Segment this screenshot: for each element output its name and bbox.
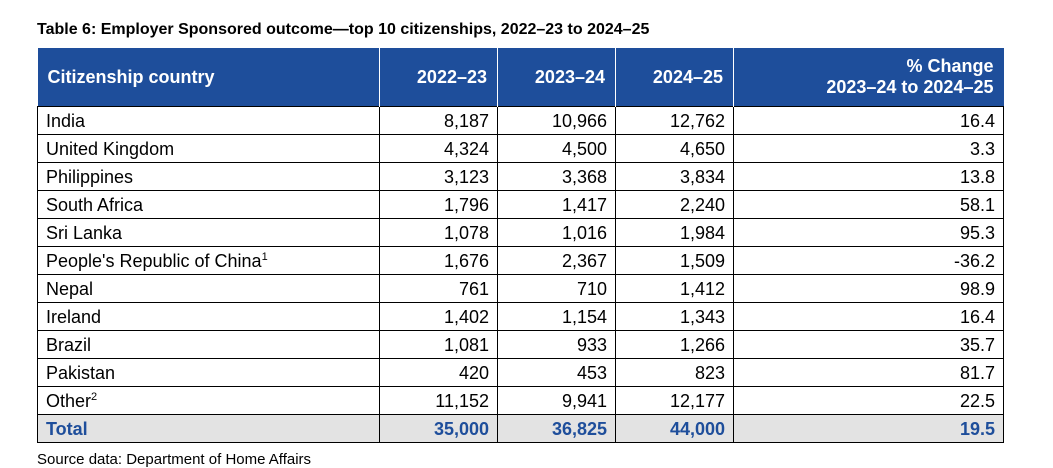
country-cell: Nepal bbox=[37, 274, 380, 303]
value-2023-24-cell: 10,966 bbox=[497, 106, 616, 135]
percent-change-cell: 58.1 bbox=[733, 190, 1004, 219]
percent-change-cell: 3.3 bbox=[733, 134, 1004, 163]
percent-change-cell: 16.4 bbox=[733, 302, 1004, 331]
country-name: United Kingdom bbox=[46, 138, 175, 159]
country-name: Philippines bbox=[46, 166, 134, 187]
value-2024-25-cell: 1,266 bbox=[615, 330, 734, 359]
value-2024-25-cell: 1,509 bbox=[615, 246, 734, 275]
footnote-marker: 2 bbox=[91, 390, 98, 403]
value-2022-23-cell: 8,187 bbox=[379, 106, 498, 135]
citizenship-table: Citizenship country 2022–23 2023–24 2024… bbox=[37, 48, 1004, 443]
country-cell: Philippines bbox=[37, 162, 380, 191]
value-2024-25-cell: 823 bbox=[615, 358, 734, 387]
value-2024-25-cell: 1,412 bbox=[615, 274, 734, 303]
value-2022-23-cell: 1,676 bbox=[379, 246, 498, 275]
country-name: South Africa bbox=[46, 194, 144, 215]
value-2023-24-cell: 1,016 bbox=[497, 218, 616, 247]
country-cell: People's Republic of China1 bbox=[37, 246, 380, 275]
table-row: South Africa 1,796 1,417 2,240 58.1 bbox=[37, 190, 1004, 219]
value-2024-25-cell: 2,240 bbox=[615, 190, 734, 219]
country-cell: Ireland bbox=[37, 302, 380, 331]
country-name: Sri Lanka bbox=[46, 222, 123, 243]
total-value-2022-23-cell: 35,000 bbox=[379, 414, 498, 443]
value-2023-24-cell: 3,368 bbox=[497, 162, 616, 191]
value-2022-23-cell: 1,081 bbox=[379, 330, 498, 359]
header-change-line1: % Change bbox=[906, 56, 994, 76]
country-name: India bbox=[46, 110, 86, 131]
total-value-2024-25-cell: 44,000 bbox=[615, 414, 734, 443]
value-2023-24-cell: 710 bbox=[497, 274, 616, 303]
table-body: India 8,187 10,966 12,762 16.4 United Kingdom… bbox=[37, 106, 1004, 443]
country-name: Nepal bbox=[46, 278, 94, 299]
value-2023-24-cell: 453 bbox=[497, 358, 616, 387]
value-2024-25-cell: 1,984 bbox=[615, 218, 734, 247]
table-row: People's Republic of China1 1,676 2,367 1,5… bbox=[37, 246, 1004, 275]
value-2022-23-cell: 1,078 bbox=[379, 218, 498, 247]
percent-change-cell: 13.8 bbox=[733, 162, 1004, 191]
value-2024-25-cell: 12,177 bbox=[615, 386, 734, 415]
value-2022-23-cell: 1,796 bbox=[379, 190, 498, 219]
value-2023-24-cell: 4,500 bbox=[497, 134, 616, 163]
country-name: Ireland bbox=[46, 306, 102, 327]
country-cell: Other2 bbox=[37, 386, 380, 415]
value-2024-25-cell: 3,834 bbox=[615, 162, 734, 191]
country-cell: United Kingdom bbox=[37, 134, 380, 163]
value-2022-23-cell: 761 bbox=[379, 274, 498, 303]
country-name: People's Republic of China bbox=[46, 250, 262, 271]
percent-change-cell: 95.3 bbox=[733, 218, 1004, 247]
value-2022-23-cell: 420 bbox=[379, 358, 498, 387]
header-percent-change: % Change 2023–24 to 2024–25 bbox=[733, 48, 1004, 107]
table-row: Philippines 3,123 3,368 3,834 13.8 bbox=[37, 162, 1004, 191]
footnote-marker: 1 bbox=[261, 250, 268, 263]
percent-change-cell: 98.9 bbox=[733, 274, 1004, 303]
table-row: Ireland 1,402 1,154 1,343 16.4 bbox=[37, 302, 1004, 331]
header-year-2023-24: 2023–24 bbox=[497, 48, 616, 107]
country-cell: Brazil bbox=[37, 330, 380, 359]
value-2022-23-cell: 11,152 bbox=[379, 386, 498, 415]
country-name: Brazil bbox=[46, 334, 92, 355]
table-row: Nepal 761 710 1,412 98.9 bbox=[37, 274, 1004, 303]
table-row: Sri Lanka 1,078 1,016 1,984 95.3 bbox=[37, 218, 1004, 247]
table-title: Table 6: Employer Sponsored outcome—top … bbox=[37, 21, 650, 38]
percent-change-cell: 22.5 bbox=[733, 386, 1004, 415]
country-cell: India bbox=[37, 106, 380, 135]
total-percent-change-cell: 19.5 bbox=[733, 414, 1004, 443]
header-change-line2: 2023–24 to 2024–25 bbox=[826, 77, 994, 97]
country-cell: South Africa bbox=[37, 190, 380, 219]
value-2022-23-cell: 4,324 bbox=[379, 134, 498, 163]
country-name: Pakistan bbox=[46, 362, 116, 383]
total-value-2023-24-cell: 36,825 bbox=[497, 414, 616, 443]
percent-change-cell: -36.2 bbox=[733, 246, 1004, 275]
total-label: Total bbox=[37, 414, 380, 443]
total-row: Total 35,000 36,825 44,000 19.5 bbox=[37, 414, 1004, 443]
table-row: Brazil 1,081 933 1,266 35.7 bbox=[37, 330, 1004, 359]
source-note: Source data: Department of Home Affairs bbox=[37, 451, 312, 468]
value-2023-24-cell: 1,154 bbox=[497, 302, 616, 331]
country-cell: Pakistan bbox=[37, 358, 380, 387]
header-year-2024-25: 2024–25 bbox=[615, 48, 734, 107]
value-2024-25-cell: 1,343 bbox=[615, 302, 734, 331]
value-2023-24-cell: 1,417 bbox=[497, 190, 616, 219]
percent-change-cell: 16.4 bbox=[733, 106, 1004, 135]
header-year-2022-23: 2022–23 bbox=[379, 48, 498, 107]
value-2023-24-cell: 2,367 bbox=[497, 246, 616, 275]
table-row: Other2 11,152 9,941 12,177 22.5 bbox=[37, 386, 1004, 415]
country-cell: Sri Lanka bbox=[37, 218, 380, 247]
value-2024-25-cell: 12,762 bbox=[615, 106, 734, 135]
country-name: Other bbox=[46, 390, 92, 411]
table-row: India 8,187 10,966 12,762 16.4 bbox=[37, 106, 1004, 135]
header-country: Citizenship country bbox=[37, 48, 380, 107]
value-2023-24-cell: 933 bbox=[497, 330, 616, 359]
value-2023-24-cell: 9,941 bbox=[497, 386, 616, 415]
percent-change-cell: 81.7 bbox=[733, 358, 1004, 387]
value-2022-23-cell: 1,402 bbox=[379, 302, 498, 331]
table-row: United Kingdom 4,324 4,500 4,650 3.3 bbox=[37, 134, 1004, 163]
value-2024-25-cell: 4,650 bbox=[615, 134, 734, 163]
percent-change-cell: 35.7 bbox=[733, 330, 1004, 359]
table-row: Pakistan 420 453 823 81.7 bbox=[37, 358, 1004, 387]
value-2022-23-cell: 3,123 bbox=[379, 162, 498, 191]
header-row: Citizenship country 2022–23 2023–24 2024… bbox=[37, 48, 1004, 107]
